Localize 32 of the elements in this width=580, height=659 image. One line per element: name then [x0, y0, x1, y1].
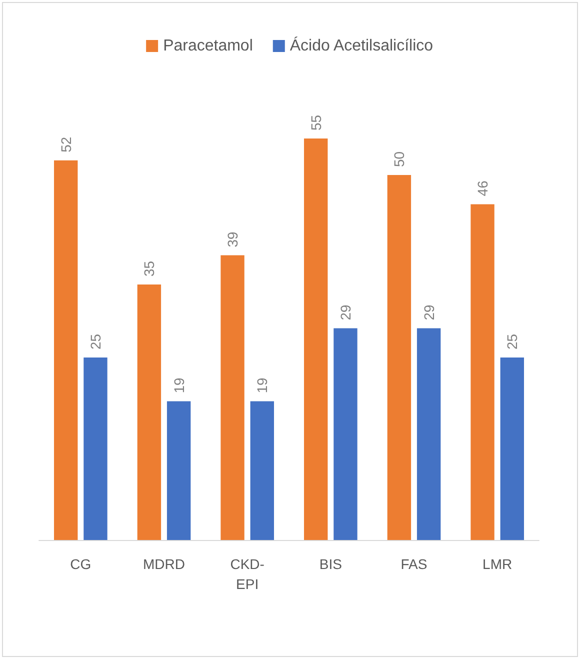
- bar: [470, 204, 494, 540]
- data-label: 55: [308, 114, 324, 130]
- bar: [334, 328, 358, 540]
- data-label: 52: [58, 136, 74, 152]
- bar: [220, 255, 244, 540]
- bar: [166, 401, 191, 540]
- data-label: 19: [254, 378, 270, 394]
- bar: [250, 401, 274, 540]
- data-label: 35: [141, 260, 158, 276]
- legend-label: Paracetamol: [163, 38, 253, 54]
- data-label: 25: [504, 334, 520, 350]
- data-label: 50: [391, 151, 408, 167]
- x-tick-label: MDRD: [143, 556, 185, 572]
- data-label: 19: [170, 378, 187, 394]
- data-label: 29: [337, 304, 354, 320]
- bar: [84, 358, 108, 540]
- x-tick-label: CKD-EPI: [230, 556, 265, 592]
- data-label: 46: [474, 180, 491, 196]
- x-tick-label: FAS: [400, 556, 428, 572]
- legend-label: Ácido Acetilsalicílico: [290, 36, 434, 54]
- x-tick-label: CG: [70, 556, 92, 572]
- bar: [416, 328, 441, 540]
- bar: [137, 284, 162, 540]
- x-tick-label: LMR: [482, 556, 512, 572]
- data-label: 39: [224, 232, 241, 248]
- data-label: 29: [420, 304, 437, 320]
- bar: [387, 175, 412, 540]
- bar: [500, 358, 524, 540]
- x-tick-label: BIS: [319, 556, 342, 572]
- bar: [54, 160, 78, 540]
- data-label: 25: [87, 334, 104, 350]
- bar: [304, 138, 328, 540]
